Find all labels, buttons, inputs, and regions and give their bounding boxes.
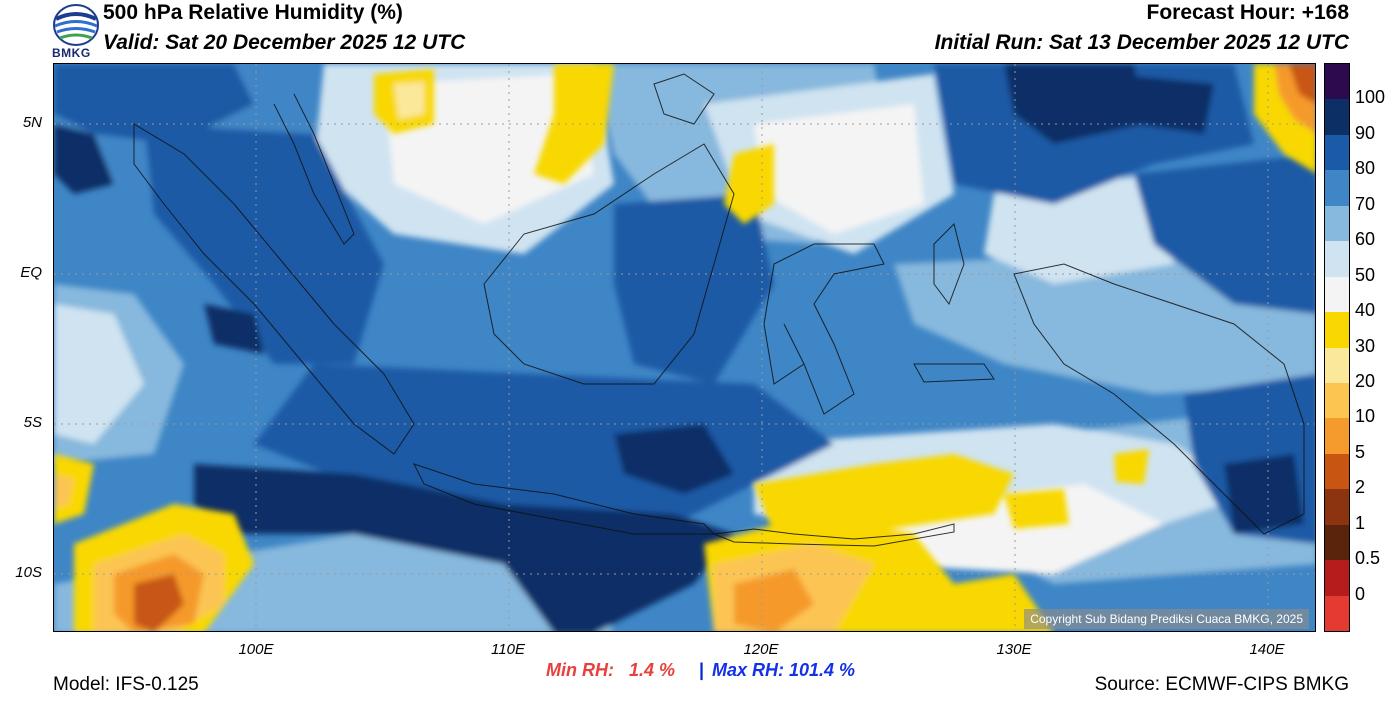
lon-label-120e: 120E [743,641,779,658]
colorbar-label: 90 [1355,122,1376,143]
lat-label-5s: 5S [23,414,42,431]
colorbar-label: 50 [1355,264,1376,285]
colorbar-label: 0.5 [1355,548,1381,569]
max-rh: Max RH: 101.4 % [712,660,856,680]
lon-label-110e: 110E [491,641,525,658]
colorbar-segment [1325,241,1349,277]
humidity-map[interactable]: Copyright Sub Bidang Prediksi Cuaca BMKG… [53,63,1316,632]
colorbar-segment [1325,418,1349,454]
colorbar-label: 1 [1355,512,1366,533]
colorbar-segment [1325,453,1349,490]
colorbar-segment [1325,347,1349,383]
humidity-field [54,64,1315,631]
colorbar-label: 2 [1355,477,1366,498]
min-rh: Min RH: 1.4 % [546,660,676,680]
colorbar-segment [1325,560,1349,596]
colorbar-label: 0 [1355,583,1366,604]
colorbar-label: 20 [1355,370,1376,391]
colorbar-label: 60 [1355,229,1376,250]
lon-label-130e: 130E [996,641,1032,658]
colorbar-segment [1325,312,1349,348]
coastlines [133,73,1305,547]
colorbar-segment [1325,170,1349,206]
colorbar-label: 100 [1355,87,1386,108]
colorbar-label: 30 [1355,335,1376,356]
colorbar-segment [1325,64,1349,100]
colorbar-segment [1325,524,1349,561]
colorbar-segment [1325,276,1349,313]
colorbar-label: 40 [1355,300,1376,321]
valid-time: Valid: Sat 20 December 2025 12 UTC [103,31,466,54]
lat-label-eq: EQ [20,264,42,281]
colorbar-label: 5 [1355,441,1366,462]
grid-lines [54,64,1315,631]
copyright-notice: Copyright Sub Bidang Prediksi Cuaca BMKG… [1024,609,1309,629]
colorbar-segment [1325,99,1349,135]
colorbar-label: 10 [1355,406,1376,427]
lon-label-140e: 140E [1249,641,1285,658]
lon-label-100e: 100E [238,641,274,658]
colorbar [1324,63,1350,632]
initial-run: Initial Run: Sat 13 December 2025 12 UTC [934,31,1349,54]
lat-label-5n: 5N [22,114,42,131]
source-label: Source: ECMWF-CIPS BMKG [1094,674,1349,695]
colorbar-segment [1325,382,1349,419]
colorbar-label: 70 [1355,193,1376,214]
colorbar-segment [1325,205,1349,242]
bmkg-logo [52,1,100,61]
model-label: Model: IFS-0.125 [53,674,199,695]
colorbar-segment [1325,489,1349,525]
colorbar-segment [1325,595,1349,631]
forecast-hour: Forecast Hour: +168 [1146,1,1350,24]
colorbar-segment [1325,134,1349,171]
stats-separator: | [699,660,705,680]
logo-text: BMKG [52,46,91,60]
colorbar-label: 80 [1355,158,1376,179]
lat-label-10s: 10S [15,564,42,581]
chart-title: 500 hPa Relative Humidity (%) [103,1,403,24]
